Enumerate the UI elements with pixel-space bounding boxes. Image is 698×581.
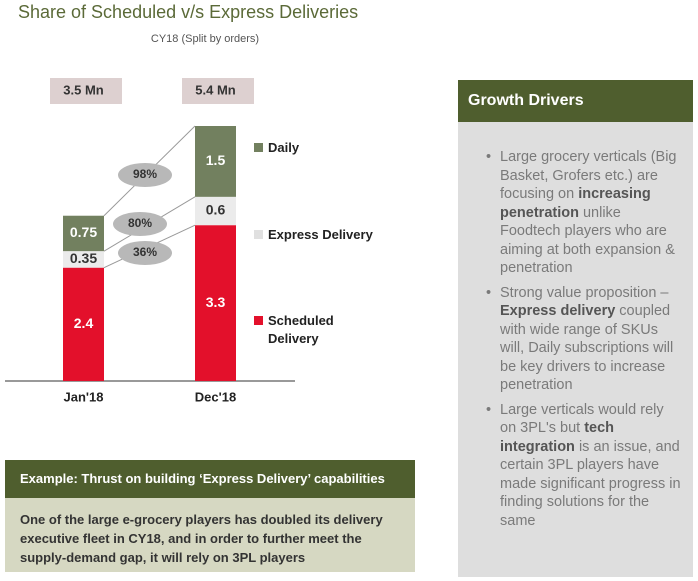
bar-segment (63, 251, 104, 268)
legend-swatch (254, 143, 263, 152)
drivers-title: Growth Drivers (458, 80, 693, 122)
growth-label: 98% (133, 167, 157, 181)
bar-segment (195, 126, 236, 197)
bullet: Large grocery verticals (Big Basket, Gro… (486, 148, 683, 278)
bullet-text: unlike Foodtech players who are aiming a… (500, 204, 675, 277)
growth-label: 80% (128, 216, 152, 230)
example-body: One of the large e-grocery players has d… (5, 498, 415, 572)
bullet: Strong value proposition – Express deliv… (486, 284, 683, 395)
value-label: 0.75 (70, 224, 97, 240)
x-tick-label: Jan'18 (64, 389, 104, 404)
x-tick-label: Dec'18 (195, 389, 236, 404)
total-box (50, 78, 122, 104)
bullet-text: increasing penetration (500, 186, 651, 221)
example-title: Example: Thrust on building ‘Express Del… (5, 460, 415, 498)
value-label: 0.35 (70, 250, 97, 266)
bullet-text: is an issue, and certain 3PL players hav… (500, 438, 681, 529)
value-label: 0.6 (206, 202, 226, 218)
bar-segment (63, 215, 104, 252)
bullet-text: Express delivery (500, 303, 616, 319)
bar-segment (63, 267, 104, 381)
bullet: Large verticals would rely on 3PL's but … (486, 401, 683, 531)
bullet-text: Strong value proposition – (500, 284, 669, 301)
bar-segment (195, 196, 236, 226)
legend-label: Express Delivery (268, 227, 373, 242)
bullet-text: tech integration (500, 420, 615, 455)
chart-subtitle: CY18 (Split by orders) (150, 33, 260, 45)
value-label: 3.3 (206, 294, 226, 310)
bullet-list: Large grocery verticals (Big Basket, Gro… (486, 148, 683, 531)
total-label: 3.5 Mn (63, 82, 104, 97)
value-label: 1.5 (206, 152, 226, 168)
total-box (182, 78, 254, 104)
drivers-body: Large grocery verticals (Big Basket, Gro… (458, 122, 693, 577)
growth-oval (118, 163, 172, 187)
total-label: 5.4 Mn (195, 82, 236, 97)
growth-label: 36% (133, 245, 157, 259)
chart-title: Share of Scheduled v/s Express Deliverie… (18, 2, 359, 22)
legend-swatch (254, 230, 263, 239)
value-label: 2.4 (74, 315, 94, 331)
legend-swatch (254, 316, 263, 325)
legend-label: Daily (268, 140, 300, 155)
legend-label: Scheduled Delivery (268, 313, 334, 346)
bar-segment (195, 225, 236, 381)
bullet-text: Large verticals would rely on 3PL's but (500, 401, 664, 437)
growth-oval (118, 241, 172, 265)
bullet-text: Large grocery verticals (Big Basket, Gro… (500, 149, 677, 202)
bullet-text: coupled with wide range of SKUs will, Da… (500, 303, 674, 393)
growth-oval (113, 212, 167, 236)
